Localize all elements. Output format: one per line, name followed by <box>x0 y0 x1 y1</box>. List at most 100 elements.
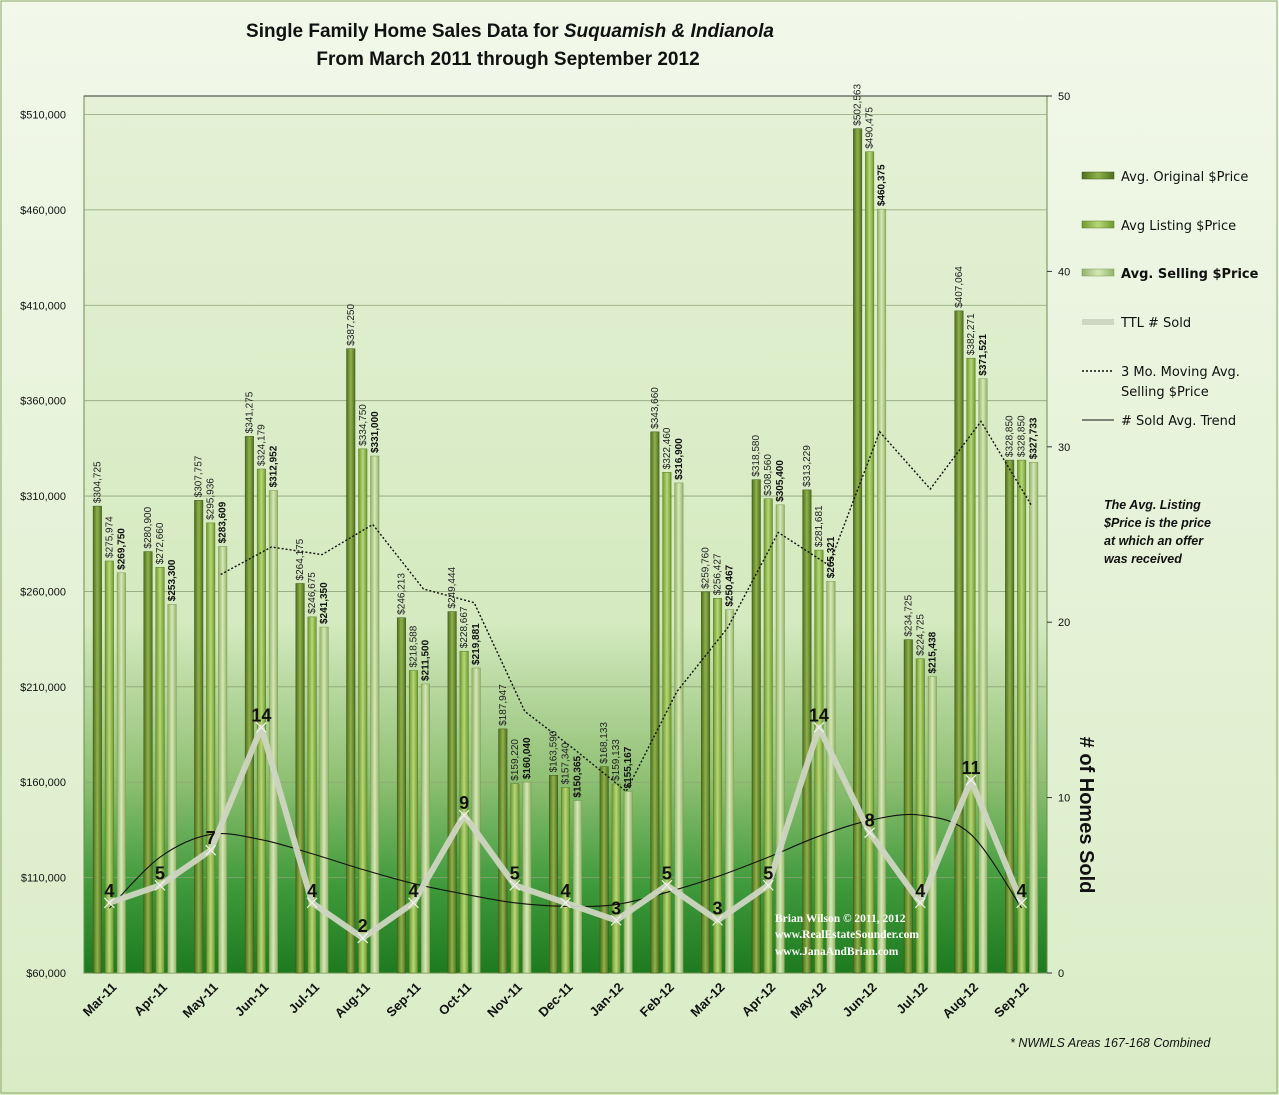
chart-subtitle: From March 2011 through September 2012 <box>316 49 699 70</box>
bar-selling-price <box>370 455 380 974</box>
bar-selling-price <box>268 490 278 974</box>
price-label: $343,660 <box>650 387 661 429</box>
sold-count-label: 4 <box>915 881 925 901</box>
price-label: $250,467 <box>725 564 736 606</box>
y-tick-label: $510,000 <box>20 110 66 122</box>
price-label: $159,133 <box>611 739 622 781</box>
legend-label-selling: Avg. Selling $Price <box>1121 267 1259 282</box>
bar-selling-price <box>420 683 430 974</box>
bar-original-price <box>143 551 153 974</box>
sold-count-label: 4 <box>307 881 317 901</box>
bar-listing-price <box>1017 459 1027 974</box>
price-label: $269,750 <box>116 528 127 570</box>
bar-original-price <box>346 348 356 974</box>
sold-count-label: 3 <box>713 898 723 918</box>
y-tick-label: $410,000 <box>20 300 66 312</box>
price-label: $327,733 <box>1029 417 1040 459</box>
price-label: $407,064 <box>954 266 965 308</box>
bar-original-price <box>244 436 254 974</box>
y2-tick-label: 30 <box>1058 442 1070 454</box>
bar-original-price <box>396 617 406 974</box>
bar-series <box>92 128 1039 974</box>
price-label: $322,460 <box>662 427 673 469</box>
bar-original-price <box>295 583 305 974</box>
sold-count-label: 5 <box>155 863 165 883</box>
ttl-sold-marker <box>205 844 217 856</box>
price-label: $460,375 <box>877 164 888 206</box>
bar-listing-price <box>814 549 824 974</box>
credit-line: Brian Wilson © 2011, 2012 <box>775 913 906 925</box>
bar-original-price <box>498 728 508 974</box>
ttl-sold-marker <box>661 879 673 891</box>
y-tick-label: $260,000 <box>20 586 66 598</box>
note-line: was received <box>1104 552 1182 566</box>
bar-selling-price <box>725 609 735 974</box>
x-tick-label: Jul-12 <box>893 980 930 1017</box>
price-label: $313,229 <box>802 445 813 487</box>
bar-listing-price <box>206 522 216 974</box>
ttl-sold-marker <box>154 879 166 891</box>
bar-original-price <box>194 500 204 974</box>
legend-label-trend: # Sold Avg. Trend <box>1121 414 1236 429</box>
price-label: $249,444 <box>447 566 458 608</box>
x-tick-label: Nov-11 <box>484 980 525 1021</box>
note-line: at which an offer <box>1104 534 1204 548</box>
bar-original-price <box>1005 459 1015 974</box>
sold-count-label: 14 <box>809 705 829 725</box>
x-tick-label: Jun-12 <box>839 980 879 1020</box>
ttl-sold-marker <box>357 932 369 944</box>
x-tick-label: Jun-11 <box>232 980 272 1020</box>
bar-original-price <box>751 479 761 974</box>
note: The Avg. Listing $Price is the price at … <box>1103 498 1211 566</box>
bar-original-price <box>650 431 660 974</box>
sold-count-label: 7 <box>206 828 216 848</box>
x-tick-label: Oct-11 <box>436 980 475 1019</box>
price-label: $341,275 <box>244 391 255 433</box>
y2-axis-ticks: 0 10 20 30 40 50 <box>1047 91 1070 980</box>
bar-original-price <box>853 128 863 974</box>
bar-listing-price <box>307 616 317 974</box>
price-label: $253,300 <box>167 559 178 601</box>
legend-label-ttl-sold: TTL # Sold <box>1120 316 1191 331</box>
y2-tick-label: 0 <box>1058 968 1064 980</box>
bar-selling-price <box>826 581 836 974</box>
ttl-sold-marker <box>813 722 825 733</box>
sold-count-label: 5 <box>662 863 672 883</box>
bar-original-price <box>701 591 711 974</box>
sold-count-label: 4 <box>1017 881 1027 901</box>
price-label: $328,850 <box>1017 415 1028 457</box>
x-tick-label: Apr-12 <box>739 980 779 1020</box>
price-label: $281,681 <box>814 505 825 547</box>
bar-selling-price <box>471 667 481 974</box>
bar-listing-price <box>358 448 368 974</box>
line-series <box>103 420 1033 944</box>
bar-listing-price <box>865 151 875 974</box>
gridlines <box>84 95 1047 879</box>
x-tick-label: Sep-12 <box>991 980 1032 1021</box>
ttl-sold-marker <box>1016 897 1028 909</box>
x-tick-label: Mar-11 <box>80 980 120 1020</box>
y-axis-ticks: $60,000 $110,000 $160,000 $210,000 $260,000 $… <box>20 110 66 981</box>
price-label: $246,213 <box>396 573 407 615</box>
y2-tick-label: 50 <box>1058 91 1070 103</box>
price-label: $168,133 <box>599 722 610 764</box>
bar-selling-price <box>573 800 582 974</box>
price-label: $382,271 <box>966 313 977 355</box>
price-label: $272,660 <box>155 522 166 564</box>
ttl-sold-marker <box>306 897 318 909</box>
price-label: $280,900 <box>143 506 154 548</box>
bar-listing-price <box>611 783 621 974</box>
y-tick-label: $310,000 <box>20 491 66 503</box>
legend-label-moving-avg: 3 Mo. Moving Avg. <box>1121 365 1240 380</box>
price-label: $307,757 <box>194 455 205 497</box>
y-tick-label: $160,000 <box>20 777 66 789</box>
ttl-sold-marker <box>864 827 876 839</box>
legend-label-moving-avg-2: Selling $Price <box>1121 385 1209 400</box>
legend-label-original: Avg. Original $Price <box>1121 170 1248 185</box>
ttl-sold-marker <box>509 879 521 891</box>
bar-listing-price <box>408 670 418 974</box>
sold-count-label: 5 <box>510 863 520 883</box>
sold-count-label: 14 <box>251 705 271 725</box>
legend-swatch-selling <box>1081 268 1115 277</box>
